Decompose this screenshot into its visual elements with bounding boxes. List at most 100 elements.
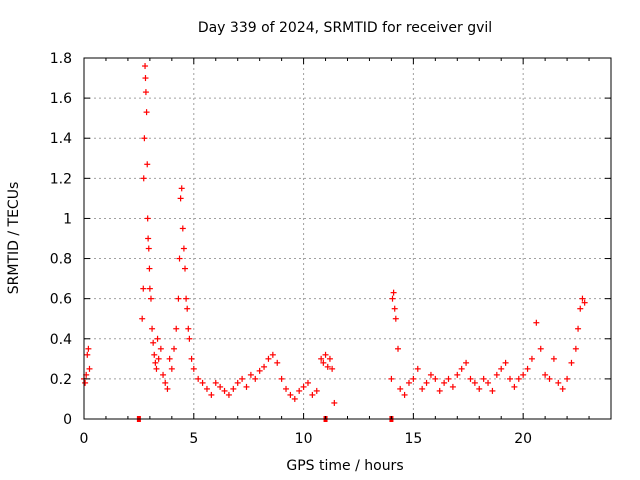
data-point <box>144 161 151 168</box>
data-point <box>498 365 505 372</box>
y-tick-label: 1.6 <box>50 91 72 107</box>
data-point <box>480 375 487 382</box>
data-point <box>300 383 307 390</box>
data-point <box>203 385 210 392</box>
data-point <box>154 335 161 342</box>
data-point <box>146 265 153 272</box>
data-point <box>493 371 500 378</box>
data-point <box>269 351 276 358</box>
axis-ticks: 0 0.2 0.4 0.6 0.8 1 1.2 1.4 1.6 1.8 0 5 10 15 20 <box>50 51 612 447</box>
data-point <box>511 383 518 390</box>
data-point <box>184 305 191 312</box>
data-point <box>485 379 492 386</box>
data-point <box>140 285 147 292</box>
data-point <box>564 375 571 382</box>
data-point <box>304 379 311 386</box>
data-point <box>152 359 159 366</box>
data-point <box>278 375 285 382</box>
data-point <box>471 379 478 386</box>
data-point <box>318 355 325 362</box>
data-point <box>261 363 268 370</box>
data-point <box>142 75 149 82</box>
data-point <box>326 355 333 362</box>
data-point <box>405 379 412 386</box>
data-point <box>313 387 320 394</box>
data-point <box>283 385 290 392</box>
data-point <box>141 135 148 142</box>
data-point <box>390 289 397 296</box>
data-point <box>395 345 402 352</box>
data-point <box>559 385 566 392</box>
grid <box>84 58 611 419</box>
data-point <box>183 295 190 302</box>
y-tick-label: 1.8 <box>50 51 72 67</box>
data-point <box>162 379 169 386</box>
data-point <box>155 355 162 362</box>
y-tick-label: 0.4 <box>50 332 72 348</box>
data-point <box>414 365 421 372</box>
data-point <box>265 355 272 362</box>
data-point <box>164 385 171 392</box>
data-point <box>572 345 579 352</box>
data-point <box>85 345 92 352</box>
data-point <box>467 375 474 382</box>
data-point <box>256 367 263 374</box>
y-tick-label: 1 <box>63 211 72 227</box>
y-tick-label: 1.2 <box>50 171 72 187</box>
data-point <box>140 175 147 182</box>
data-point <box>445 375 452 382</box>
data-point <box>145 235 152 242</box>
data-point <box>577 305 584 312</box>
data-point <box>320 359 327 366</box>
data-point <box>528 355 535 362</box>
data-point <box>432 375 439 382</box>
data-point <box>419 385 426 392</box>
data-point <box>410 375 417 382</box>
data-point <box>520 371 527 378</box>
data-point <box>146 285 153 292</box>
data-point <box>239 375 246 382</box>
data-point <box>247 371 254 378</box>
chart-title: Day 339 of 2024, SRMTID for receiver gvi… <box>198 20 492 36</box>
data-point <box>208 391 215 398</box>
data-point <box>309 391 316 398</box>
data-point <box>489 387 496 394</box>
data-point <box>230 385 237 392</box>
data-point <box>176 255 183 262</box>
x-tick-label: 20 <box>514 431 532 447</box>
data-point <box>401 391 408 398</box>
data-point <box>454 371 461 378</box>
y-tick-label: 1.4 <box>50 131 72 147</box>
data-point <box>190 365 197 372</box>
data-point <box>252 375 259 382</box>
data-point <box>145 245 152 252</box>
data-point <box>458 365 465 372</box>
data-point <box>84 351 91 358</box>
data-point <box>533 319 540 326</box>
data-point <box>199 379 206 386</box>
data-point <box>151 351 158 358</box>
data-point <box>185 325 192 332</box>
data-point <box>391 305 398 312</box>
y-tick-label: 0.6 <box>50 292 72 308</box>
y-tick-label: 0.8 <box>50 252 72 268</box>
data-point <box>173 325 180 332</box>
data-point <box>449 383 456 390</box>
data-point <box>234 379 241 386</box>
data-point <box>515 375 522 382</box>
data-point <box>188 355 195 362</box>
data-point <box>225 391 232 398</box>
data-point <box>423 379 430 386</box>
data-point <box>441 379 448 386</box>
data-marks <box>81 63 588 422</box>
data-point <box>178 185 185 192</box>
data-point <box>160 371 167 378</box>
data-point <box>274 359 281 366</box>
data-point <box>550 355 557 362</box>
data-point <box>221 387 228 394</box>
data-point <box>506 375 513 382</box>
data-point <box>427 371 434 378</box>
data-point <box>575 325 582 332</box>
data-point <box>157 345 164 352</box>
